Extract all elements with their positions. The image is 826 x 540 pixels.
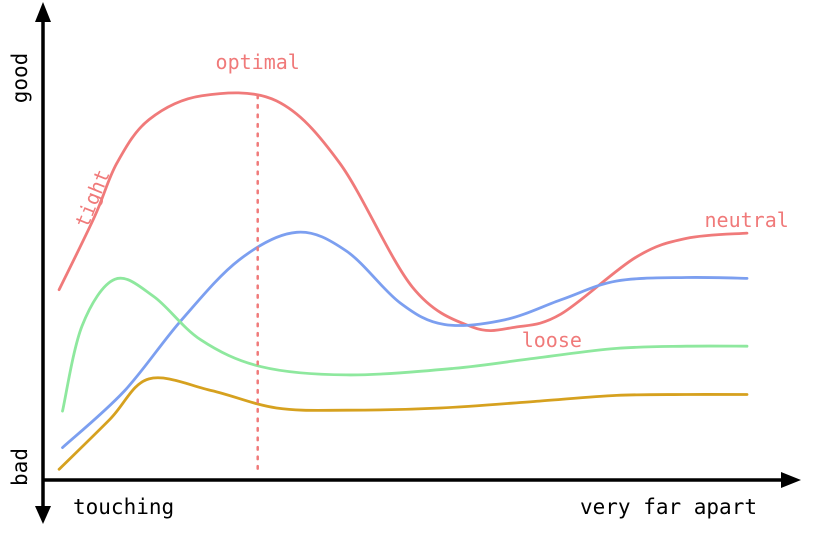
annotation-layer: optimal tight neutral loose (70, 50, 789, 352)
y-axis-arrow-down (35, 506, 51, 524)
x-label-right: very far apart (580, 495, 757, 519)
series-layer (57, 91, 749, 471)
y-label-top: good (8, 53, 32, 104)
series-line-4 (57, 376, 749, 471)
series-line-3 (61, 276, 749, 413)
axes (35, 2, 801, 524)
annotation-tight: tight (70, 166, 115, 231)
y-label-bottom: bad (8, 448, 32, 486)
annotation-optimal: optimal (216, 50, 300, 74)
annotation-neutral: neutral (705, 208, 789, 232)
y-axis-arrow-up (35, 2, 51, 22)
series-line-1 (57, 91, 749, 333)
x-label-left: touching (73, 495, 174, 519)
annotation-loose: loose (522, 328, 582, 352)
series-line-2 (61, 230, 749, 449)
x-axis-arrow-right (781, 472, 801, 488)
